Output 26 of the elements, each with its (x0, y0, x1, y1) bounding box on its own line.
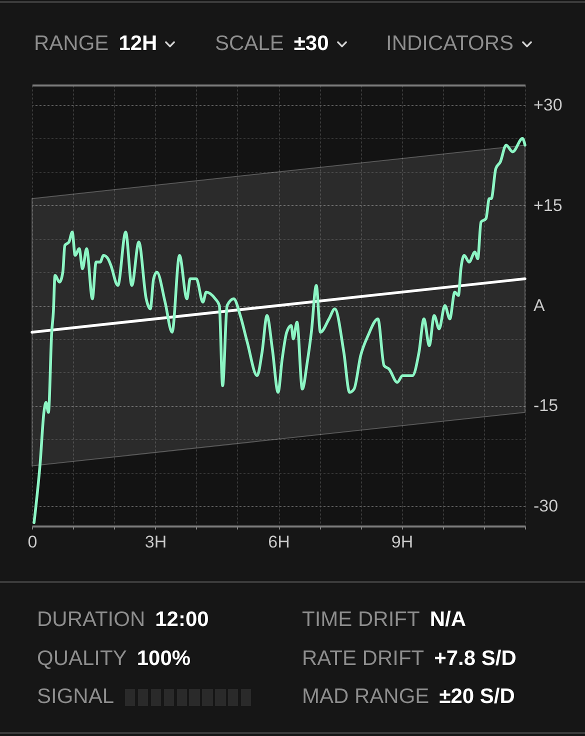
y-tick-label: -15 (534, 396, 558, 416)
text: RANGE (34, 32, 109, 56)
x-tick-label: 9H (391, 532, 414, 552)
y-tick-label: A (534, 296, 546, 315)
y-tick-label: +30 (534, 96, 562, 115)
y-tick-label: +15 (534, 196, 562, 215)
text: INDICATORS (386, 32, 514, 56)
x-tick-label: 6H (268, 532, 290, 552)
text: +7.8 S/D (434, 647, 516, 671)
text: MAD RANGE (302, 685, 430, 709)
line-series (32, 137, 526, 524)
text: ±20 S/D (439, 685, 515, 709)
text: 100% (136, 647, 191, 671)
text: TIME DRIFT (302, 608, 420, 632)
text: N/A (430, 608, 466, 632)
text: 12:00 (155, 608, 209, 632)
x-tick-label: 3H (144, 532, 167, 552)
x-tick-label: 0 (28, 532, 38, 552)
text: SCALE (215, 32, 284, 56)
text: RATE DRIFT (302, 647, 424, 671)
text: ±30 (294, 32, 329, 56)
y-tick-label: -30 (534, 496, 558, 516)
text: QUALITY (37, 647, 127, 671)
text: DURATION (37, 608, 146, 632)
text: 12H (118, 32, 158, 56)
text: SIGNAL (37, 685, 114, 709)
